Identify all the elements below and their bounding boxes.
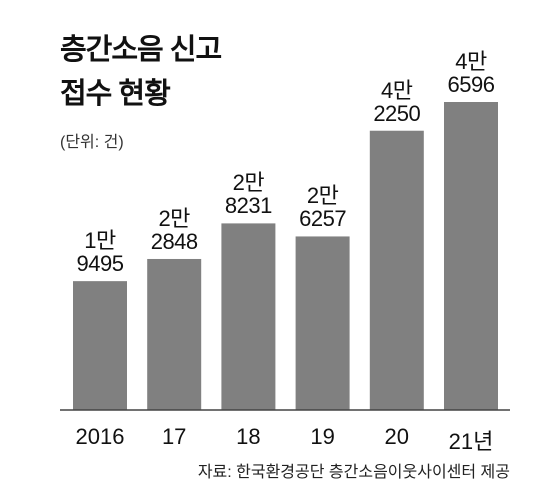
value-label: 2만 6257 — [299, 183, 347, 232]
value-label: 1만 9495 — [76, 228, 124, 277]
chart-subtitle: (단위: 건) — [60, 134, 124, 151]
x-tick-label: 19 — [310, 424, 335, 449]
bar — [444, 102, 498, 410]
x-tick-label: 20 — [384, 424, 410, 449]
bar — [73, 281, 127, 410]
value-label: 4만 2250 — [373, 77, 421, 126]
value-label: 2만 8231 — [224, 170, 272, 219]
x-tick-label: 2016 — [75, 424, 125, 449]
x-tick-label: 17 — [161, 424, 187, 449]
source-note: 자료: 한국환경공단 층간소음이웃사이센터 제공 — [197, 464, 510, 481]
x-tick-label: 18 — [236, 424, 261, 449]
bar — [221, 223, 276, 410]
bar — [295, 236, 350, 410]
bar — [147, 258, 202, 410]
x-tick-label: 21년 — [448, 429, 494, 454]
chart-title: 층간소음 신고 접수 현황 — [60, 34, 222, 110]
bar — [369, 130, 424, 410]
value-label: 4만 6596 — [447, 49, 495, 97]
value-label: 2만 2848 — [150, 205, 198, 254]
